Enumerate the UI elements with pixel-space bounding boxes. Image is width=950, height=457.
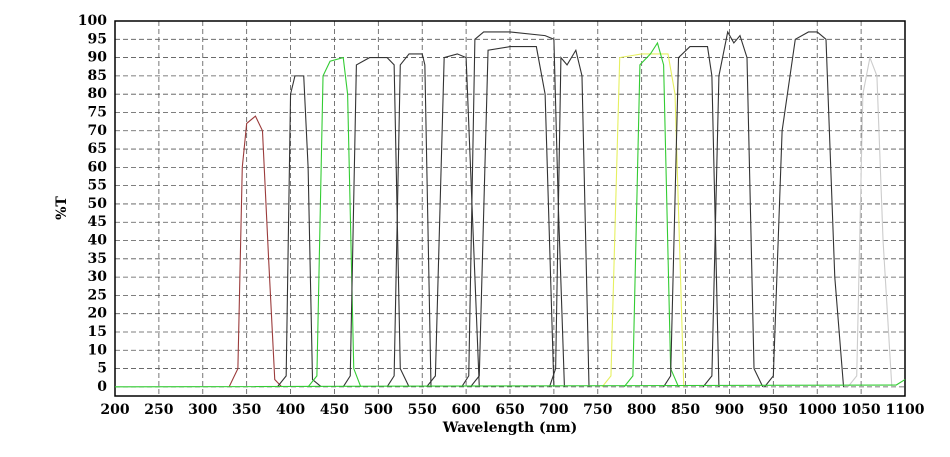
x-tick-label: 950: [759, 402, 788, 418]
spectrum-line: [623, 41, 680, 388]
y-tick-label: 15: [88, 324, 107, 340]
y-tick-label: 75: [88, 104, 107, 120]
x-tick-label: 500: [364, 402, 393, 418]
spectrum-line: [702, 30, 764, 388]
x-tick-label: 900: [715, 402, 744, 418]
plot-frame: [114, 20, 906, 397]
spectrum-line: [470, 46, 555, 388]
spectrum-line: [764, 31, 845, 388]
y-tick-label: 40: [88, 233, 108, 249]
spectrum-line: [228, 115, 283, 388]
y-tick-label: 70: [88, 123, 108, 139]
y-tick-label: 90: [88, 50, 108, 66]
y-tick-label: 20: [88, 306, 108, 322]
spectrum-line: [386, 53, 432, 388]
y-tick-label: 100: [78, 13, 107, 29]
y-tick-label: 5: [97, 361, 107, 377]
y-tick-label: 10: [88, 342, 108, 358]
y-tick-label: 35: [88, 251, 107, 267]
spectrum-line: [601, 53, 685, 388]
x-tick-label: 1050: [842, 402, 881, 418]
spectrum-line: [461, 31, 565, 388]
x-tick-label: 600: [451, 402, 480, 418]
y-tick-label: 0: [97, 379, 107, 395]
x-tick-label: 800: [627, 402, 656, 418]
x-tick-label: 550: [408, 402, 437, 418]
spectrum-line: [548, 48, 590, 388]
x-tick-label: 1100: [886, 402, 925, 418]
y-axis-label: %T: [54, 196, 70, 220]
y-tick-label: 50: [88, 196, 108, 212]
y-tick-label: 85: [88, 68, 107, 84]
y-tick-label: 30: [88, 269, 108, 285]
spectrum-line: [847, 55, 893, 388]
spectrum-line: [663, 46, 720, 388]
x-axis-label: Wavelength (nm): [442, 420, 578, 436]
y-tick-label: 60: [88, 159, 108, 175]
spectrum-line: [276, 75, 322, 388]
x-tick-label: 700: [539, 402, 568, 418]
y-tick-label: 95: [88, 31, 107, 47]
x-tick-label: 200: [100, 402, 129, 418]
x-tick-label: 400: [276, 402, 305, 418]
x-tick-label: 850: [671, 402, 700, 418]
spectrum-line: [342, 57, 410, 388]
x-tick-label: 1000: [798, 402, 837, 418]
x-tick-label: 750: [583, 402, 612, 418]
spectrum-line: [114, 379, 906, 388]
x-tick-label: 450: [320, 402, 349, 418]
spectrum-line: [307, 56, 362, 388]
x-tick-label: 300: [188, 402, 217, 418]
y-tick-label: 25: [88, 287, 107, 303]
y-tick-label: 45: [88, 214, 107, 230]
y-tick-label: 55: [88, 178, 107, 194]
x-tick-label: 650: [495, 402, 524, 418]
spectrum-line: [426, 53, 480, 388]
y-tick-label: 80: [88, 86, 108, 102]
y-tick-label: 65: [88, 141, 107, 157]
x-tick-label: 350: [232, 402, 261, 418]
x-tick-label: 250: [144, 402, 173, 418]
